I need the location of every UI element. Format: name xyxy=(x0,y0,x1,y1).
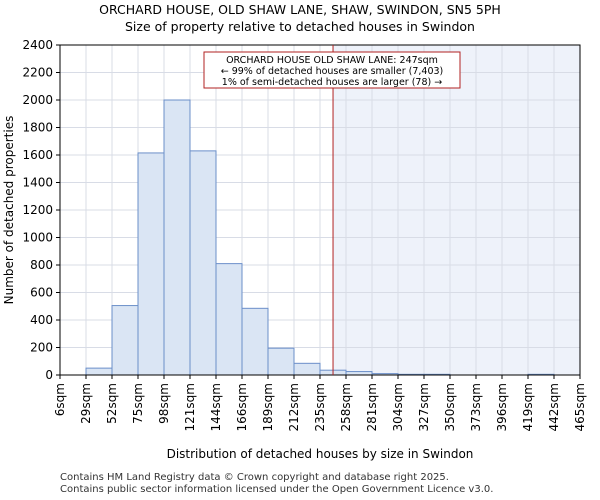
bar xyxy=(163,99,191,376)
y-tick-label: 200 xyxy=(30,341,53,355)
annotation-line: ← 99% of detached houses are smaller (7,… xyxy=(221,66,444,77)
bar xyxy=(111,305,139,376)
y-tick-label: 1400 xyxy=(22,176,53,190)
bar xyxy=(293,362,321,376)
annotation-line: ORCHARD HOUSE OLD SHAW LANE: 247sqm xyxy=(226,55,438,66)
x-tick-label: 166sqm xyxy=(235,383,249,431)
footer-line-2: Contains public sector information licen… xyxy=(60,484,494,495)
x-tick-label: 189sqm xyxy=(261,383,275,431)
x-tick-label: 442sqm xyxy=(547,383,561,431)
x-tick-label: 350sqm xyxy=(443,383,457,431)
x-tick-label: 6sqm xyxy=(53,383,67,416)
y-tick-label: 1800 xyxy=(22,121,53,135)
y-tick-label: 600 xyxy=(30,286,53,300)
bar xyxy=(189,150,217,376)
y-tick-label: 0 xyxy=(45,368,53,382)
x-axis-label: Distribution of detached houses by size … xyxy=(167,447,474,461)
y-tick-label: 1000 xyxy=(22,231,53,245)
y-tick-label: 800 xyxy=(30,258,53,272)
chart-canvas: 0 200 400 600 800 1000 1200 1400 1600 1800 2000 220… xyxy=(2,38,587,461)
x-tick-label: 144sqm xyxy=(209,383,223,431)
y-tick-label: 1600 xyxy=(22,148,53,162)
y-tick-label: 2000 xyxy=(22,93,53,107)
y-tick-label: 1200 xyxy=(22,203,53,217)
x-tick-label: 327sqm xyxy=(417,383,431,431)
x-tick-label: 258sqm xyxy=(339,383,353,431)
x-tick-label: 212sqm xyxy=(287,383,301,431)
x-tick-label: 75sqm xyxy=(131,383,145,424)
x-tick-label: 304sqm xyxy=(391,383,405,431)
bar xyxy=(241,307,269,376)
x-tick-label: 465sqm xyxy=(573,383,587,431)
bar xyxy=(137,152,165,376)
x-tick-label: 419sqm xyxy=(521,383,535,431)
bar xyxy=(215,263,243,376)
x-tick-label: 373sqm xyxy=(469,383,483,431)
bar xyxy=(85,367,113,376)
bar xyxy=(345,371,373,376)
annotation-line: 1% of semi-detached houses are larger (7… xyxy=(222,77,442,88)
bar xyxy=(267,347,295,376)
y-tick-label: 2400 xyxy=(22,38,53,52)
x-tick-label: 98sqm xyxy=(157,383,171,424)
y-axis-label: Number of detached properties xyxy=(2,116,16,305)
footer-line-1: Contains HM Land Registry data © Crown c… xyxy=(60,472,449,483)
x-tick-label: 396sqm xyxy=(495,383,509,431)
chart-subtitle: Size of property relative to detached ho… xyxy=(125,19,475,34)
x-tick-label: 235sqm xyxy=(313,383,327,431)
x-tick-label: 281sqm xyxy=(365,383,379,431)
y-tick-label: 2200 xyxy=(22,66,53,80)
x-tick-label: 29sqm xyxy=(79,383,93,424)
x-tick-label: 121sqm xyxy=(183,383,197,431)
annotation-box xyxy=(203,51,461,89)
y-tick-label: 400 xyxy=(30,313,53,327)
chart-title: ORCHARD HOUSE, OLD SHAW LANE, SHAW, SWIN… xyxy=(99,2,501,17)
x-tick-label: 52sqm xyxy=(105,383,119,424)
